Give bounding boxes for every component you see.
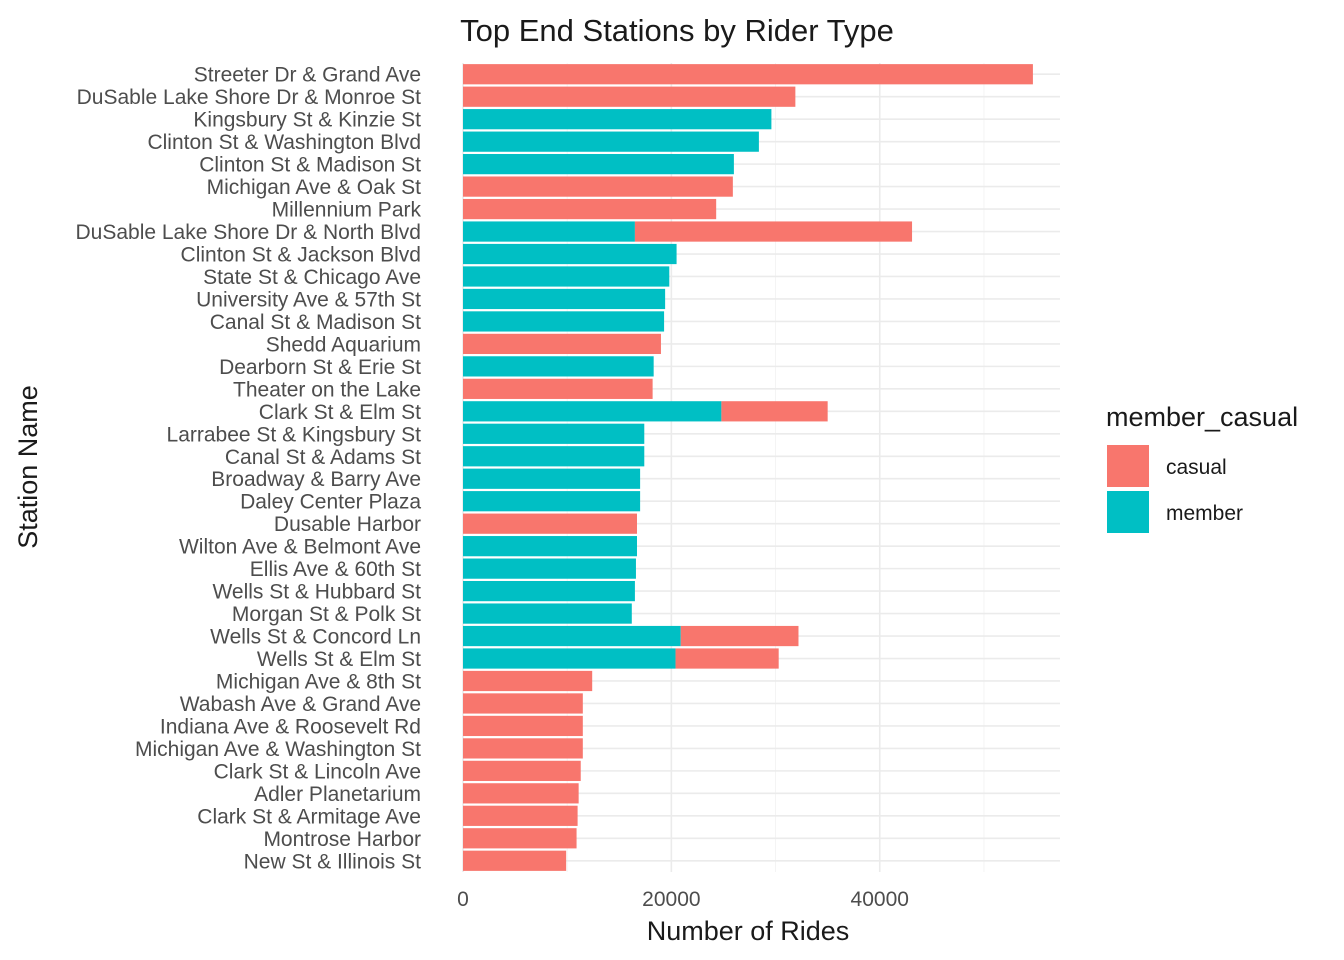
y-tick-label: Wells St & Elm St [257,648,421,671]
x-tick-label: 20000 [642,888,700,911]
bar-casual [463,670,593,692]
bar-member [463,446,645,467]
bar-member [463,131,759,152]
bar-casual [463,693,583,714]
bar-casual [463,760,581,781]
bar-casual [463,378,653,399]
bar-member [463,266,670,287]
bar-casual [463,828,577,849]
y-tick-label: Ellis Ave & 60th St [250,558,421,581]
y-tick-label: Canal St & Adams St [225,446,421,469]
y-tick-label: Theater on the Lake [233,378,421,401]
bar-casual [463,850,567,871]
y-tick-label: Adler Planetarium [254,783,421,806]
bar-member [463,468,641,489]
bar-member [463,603,632,624]
legend-key-casual [1107,445,1149,487]
legend-label-member: member [1166,502,1243,525]
x-tick-label: 40000 [851,888,909,911]
y-tick-label: Michigan Ave & Oak St [207,176,422,199]
y-tick-label: DuSable Lake Shore Dr & North Blvd [75,221,421,244]
y-tick-label: Daley Center Plaza [240,491,421,514]
bar-casual [463,176,733,197]
y-tick-label: Clinton St & Madison St [199,154,421,177]
y-tick-label: Clark St & Lincoln Ave [214,760,421,783]
y-tick-label: Montrose Harbor [263,828,421,851]
bar-member [463,109,772,130]
chart-title: Top End Stations by Rider Type [460,13,894,48]
bar-casual [463,715,583,737]
y-tick-label: Morgan St & Polk St [232,603,421,626]
bar-casual [721,401,828,422]
bar-member [463,401,722,422]
bar-casual [463,805,578,826]
y-tick-label: Larrabee St & Kingsbury St [167,423,422,446]
bar-member [463,154,734,175]
bar-casual [463,86,796,107]
y-axis-title: Station Name [13,385,43,549]
y-tick-label: Millennium Park [272,199,422,222]
y-tick-label: Kingsbury St & Kinzie St [193,109,421,132]
y-tick-label: Wells St & Concord Ln [210,626,421,649]
y-tick-label: Dusable Harbor [274,513,421,536]
bar-casual [680,625,799,647]
x-tick-label: 0 [457,888,469,911]
bar-member [463,491,641,512]
y-tick-label: Clinton St & Washington Blvd [147,131,421,154]
bar-casual [463,513,637,534]
bar-member [463,423,645,444]
bar-member [463,288,666,310]
x-axis-title: Number of Rides [647,916,850,946]
bar-casual [463,333,661,355]
x-axis-ticks: 0 20000 40000 [457,888,909,911]
bar-member [463,625,681,647]
y-tick-label: University Ave & 57th St [196,288,421,311]
bar-casual [463,738,583,759]
bar-member [463,558,636,579]
bar-member [463,311,665,332]
y-tick-label: Clark St & Armitage Ave [197,805,421,828]
bar-casual [463,198,717,220]
bar-member [463,536,637,557]
y-tick-label: Wilton Ave & Belmont Ave [179,536,421,559]
plot-bars [463,64,1033,871]
y-tick-label: Michigan Ave & Washington St [135,738,421,761]
y-tick-label: Shedd Aquarium [266,333,421,356]
y-tick-label: Wabash Ave & Grand Ave [180,693,421,716]
bar-member [463,580,635,602]
legend: member_casual casual member [1106,402,1298,533]
bar-member [463,221,635,242]
y-tick-label: New St & Illinois St [244,850,422,873]
bar-member [463,356,654,377]
y-tick-label: Indiana Ave & Roosevelt Rd [160,715,421,738]
y-tick-label: Clark St & Elm St [259,401,421,424]
bar-casual [463,783,579,804]
y-tick-label: Michigan Ave & 8th St [216,670,421,693]
y-tick-label: Dearborn St & Erie St [219,356,421,379]
y-tick-label: Broadway & Barry Ave [211,468,421,491]
bar-member [463,648,676,669]
y-tick-label: Streeter Dr & Grand Ave [194,64,421,87]
y-tick-label: State St & Chicago Ave [203,266,421,289]
bar-casual [634,221,913,242]
legend-title: member_casual [1106,402,1298,432]
bar-casual [463,64,1033,85]
y-tick-label: DuSable Lake Shore Dr & Monroe St [77,86,422,109]
y-tick-label: Canal St & Madison St [210,311,421,334]
legend-label-casual: casual [1166,456,1227,479]
y-tick-label: Wells St & Hubbard St [212,581,421,604]
legend-key-member [1107,491,1149,533]
bar-casual [675,648,779,669]
bar-member [463,243,677,265]
y-tick-label: Clinton St & Jackson Blvd [181,244,421,267]
